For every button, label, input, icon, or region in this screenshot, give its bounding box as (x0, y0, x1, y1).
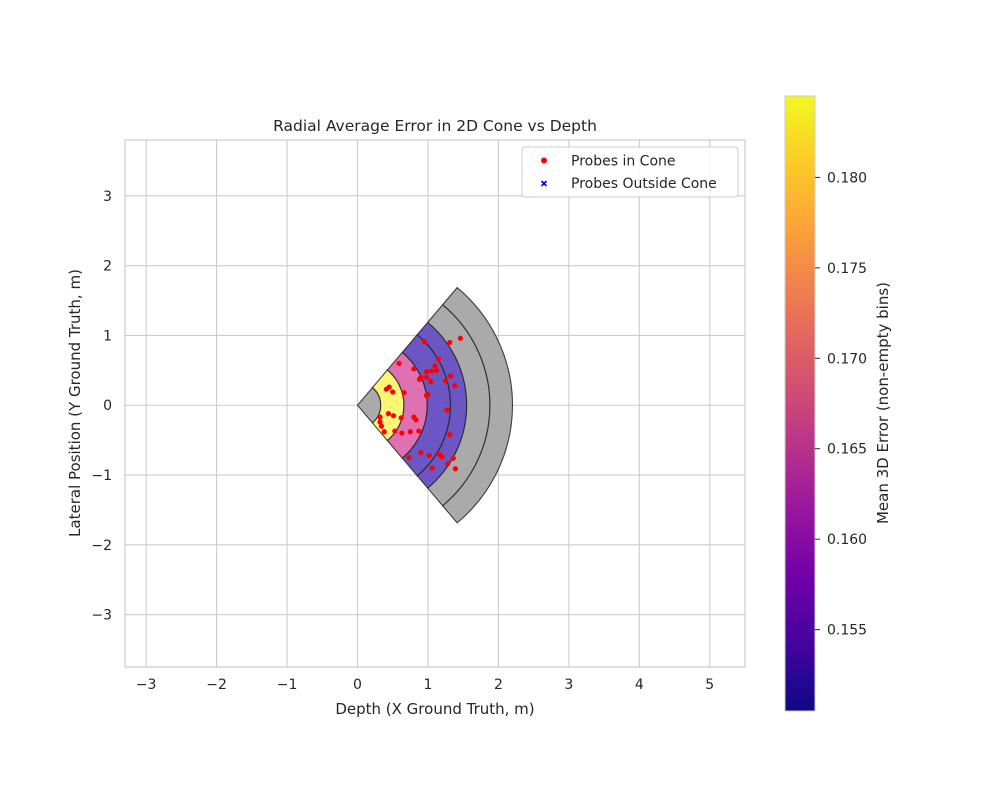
colorbar-tick-label: 0.175 (827, 261, 867, 277)
probe-in-cone-point (392, 428, 398, 434)
probe-in-cone-point (421, 339, 428, 345)
probe-in-cone-point (435, 356, 442, 362)
y-tick-label: 1 (103, 328, 112, 344)
y-axis-ticks: −3 −2 −1 0 1 2 3 (91, 189, 112, 624)
x-tick-label: −3 (136, 677, 157, 693)
cone-bin (441, 286, 513, 524)
legend-box (521, 146, 739, 198)
probe-in-cone-point (452, 466, 459, 472)
legend-label-probes-outside-cone: Probes Outside Cone (571, 176, 717, 192)
legend-marker-probes-outside-cone (540, 180, 548, 187)
probe-in-cone-point (377, 419, 383, 425)
colorbar-label: Mean 3D Error (non-empty bins) (874, 282, 892, 524)
y-tick-label: 3 (103, 189, 112, 205)
probe-in-cone-point (457, 335, 463, 341)
probe-in-cone-point (428, 368, 435, 374)
probe-in-cone-point (377, 414, 383, 420)
probe-in-cone-point (447, 373, 454, 379)
probe-in-cone-point (383, 386, 389, 392)
y-tick-label: −2 (91, 538, 112, 554)
y-tick-label: −1 (91, 468, 112, 484)
colorbar (784, 95, 816, 712)
x-tick-label: −2 (206, 677, 227, 693)
probe-in-cone-point (428, 378, 434, 385)
x-tick-label: 2 (494, 677, 503, 693)
colorbar-tick-label: 0.160 (827, 532, 867, 548)
x-tick-label: −1 (277, 677, 298, 693)
chart-title: Radial Average Error in 2D Cone vs Depth (273, 117, 597, 135)
x-tick-label: 0 (353, 677, 362, 693)
probe-in-cone-point (444, 407, 450, 413)
probe-in-cone-point (439, 454, 445, 460)
legend-marker-probes-in-cone (541, 157, 547, 164)
colorbar-tick-label: 0.155 (827, 623, 867, 639)
probe-in-cone-point (450, 455, 456, 461)
probe-in-cone-point (399, 430, 405, 436)
probe-in-cone-point (401, 390, 407, 396)
probe-in-cone-point (416, 428, 422, 434)
legend-label-probes-in-cone: Probes in Cone (571, 154, 676, 170)
probe-in-cone-point (390, 389, 396, 395)
probe-in-cone-point (396, 360, 402, 366)
plot-frame (124, 139, 746, 668)
colorbar-ticks: 0.155 0.160 0.165 0.170 0.175 0.180 (815, 170, 867, 639)
probe-in-cone-point (423, 392, 430, 399)
probe-in-cone-point (406, 454, 412, 461)
probe-in-cone-point (381, 429, 387, 435)
x-axis-ticks: −3 −2 −1 0 1 2 3 4 5 (136, 677, 714, 693)
probe-in-cone-point (429, 465, 435, 471)
x-tick-label: 1 (423, 677, 432, 693)
y-tick-label: 2 (103, 259, 112, 275)
colorbar-tick-label: 0.180 (827, 170, 867, 186)
probe-in-cone-point (416, 376, 423, 383)
probe-in-cone-point (385, 411, 392, 417)
probe-in-cone-point (378, 423, 385, 429)
probe-in-cone-point (390, 413, 397, 419)
probe-in-cone-point (418, 450, 424, 456)
colorbar-tick-label: 0.165 (827, 442, 867, 458)
x-tick-label: 3 (564, 677, 573, 693)
probe-in-cone-point (411, 366, 417, 372)
y-tick-label: −3 (91, 608, 112, 624)
legend: Probes in Cone Probes Outside Cone (521, 146, 739, 198)
x-tick-label: 5 (705, 677, 714, 693)
probe-in-cone-point (433, 367, 440, 373)
probe-in-cone-point (413, 417, 419, 423)
x-tick-label: 4 (635, 677, 644, 693)
probe-in-cone-point (445, 461, 451, 467)
probe-in-cone-point (423, 369, 430, 375)
probe-in-cone-point (447, 431, 453, 438)
x-axis-label: Depth (X Ground Truth, m) (335, 700, 534, 718)
y-axis-label: Lateral Position (Y Ground Truth, m) (66, 269, 84, 537)
colorbar-tick-label: 0.170 (827, 351, 867, 367)
probe-in-cone-point (407, 429, 413, 435)
probe-in-cone-point (398, 415, 404, 421)
probe-in-cone-point (426, 452, 432, 459)
probe-in-cone-point (432, 363, 438, 369)
probe-in-cone-point (452, 383, 458, 389)
probe-in-cone-point (442, 378, 449, 384)
probe-in-cone-point (423, 374, 430, 380)
probe-in-cone-point (447, 339, 453, 346)
y-tick-label: 0 (103, 398, 112, 414)
probe-points (377, 335, 463, 472)
